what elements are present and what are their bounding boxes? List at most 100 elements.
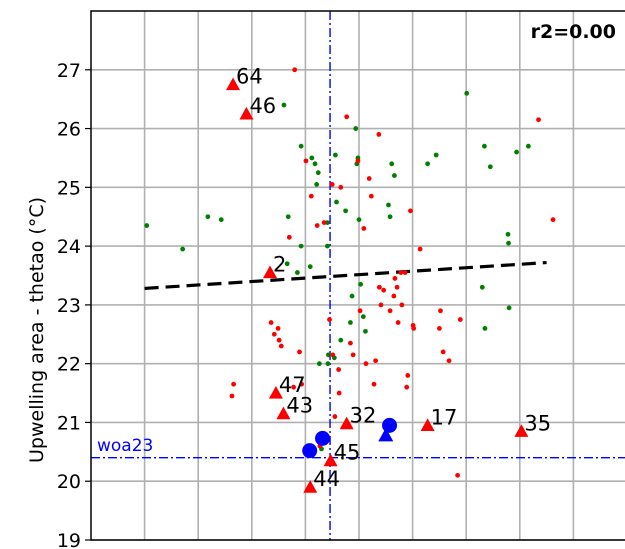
green-point [325,361,331,367]
marker-label: 35 [524,411,551,435]
blue-circle-marker [315,430,331,446]
red-triangle-marker [226,77,241,91]
red-point [336,390,342,396]
green-point [298,243,304,249]
green-point [315,170,321,176]
marker-label: 2 [273,253,286,277]
green-point [309,155,315,161]
red-point [275,326,281,331]
green-point [281,102,287,108]
red-point [408,208,413,214]
green-point [353,126,359,131]
scatter-points [144,67,556,478]
y-tick-label: 19 [57,530,81,549]
red-point [404,384,410,390]
green-point [314,181,320,187]
red-point [395,320,401,325]
marker-label: 44 [313,467,340,491]
red-point [536,117,541,123]
red-point [405,373,411,378]
red-point [368,193,374,199]
red-point [327,317,332,322]
red-point [336,367,342,372]
y-axis: 19 20 21 22 23 24 25 26 27 [57,60,91,549]
red-point [229,393,235,399]
red-triangle-marker [268,386,283,399]
green-point [294,270,300,275]
red-point [329,181,335,187]
green-point [386,202,391,208]
red-triangle-marker [303,480,318,493]
trend-line-group [144,260,547,291]
y-tick-label: 20 [57,471,81,493]
trend-line [144,260,547,291]
red-point [387,308,393,314]
red-point [437,326,442,331]
green-point [333,152,338,158]
marker-label: 64 [236,64,263,88]
green-point [514,149,519,155]
red-point [332,414,338,419]
y-tick-label: 23 [57,295,81,317]
y-tick-label: 25 [57,177,81,199]
marker-label: 45 [334,441,361,465]
red-point [303,158,309,164]
green-point [525,143,531,149]
red-point [398,270,404,275]
red-point [376,284,382,290]
y-tick-label: 27 [57,60,81,82]
y-tick-label: 22 [57,354,81,376]
red-point [299,381,305,387]
green-point [487,164,493,170]
red-point [391,293,397,299]
y-tick-label: 26 [57,119,81,141]
green-point [464,90,470,96]
green-point [316,361,322,367]
green-point [433,152,439,158]
red-point [361,226,367,231]
red-point [286,234,292,240]
red-point [292,67,298,73]
red-point [355,158,361,164]
red-triangle-marker [323,453,338,467]
green-point [284,261,290,267]
red-point [291,384,297,390]
red-point [371,381,377,387]
marker-label: 46 [249,94,276,118]
plot-frame [90,10,625,541]
y-tick-label: 21 [57,412,81,434]
green-point [348,320,353,325]
red-point [440,349,446,355]
blue-triangle-marker [378,427,394,442]
red-triangle-marker [514,424,529,437]
red-point [394,284,400,290]
red-point [438,308,443,314]
red-triangle-marker [263,265,278,279]
green-point [505,231,511,237]
red-point [446,358,452,364]
red-point [373,358,379,364]
red-point [314,223,320,228]
blue-circle-marker [302,443,318,459]
red-point [392,276,398,281]
green-point [425,161,431,167]
green-point [338,337,344,343]
green-point [387,214,393,220]
y-tick-label: 24 [57,236,81,258]
red-point [308,193,314,199]
green-point [363,328,368,334]
reference-lines [91,11,625,540]
green-point [205,214,211,220]
green-point [360,314,366,320]
green-point [312,161,318,167]
red-triangle-marker [239,106,254,120]
red-point [363,361,369,367]
green-point [389,161,395,167]
r2-label: r2=0.00 [531,21,616,43]
green-point [307,264,313,270]
marker-label: 43 [286,394,313,418]
red-point [271,331,277,337]
green-point [349,293,355,299]
